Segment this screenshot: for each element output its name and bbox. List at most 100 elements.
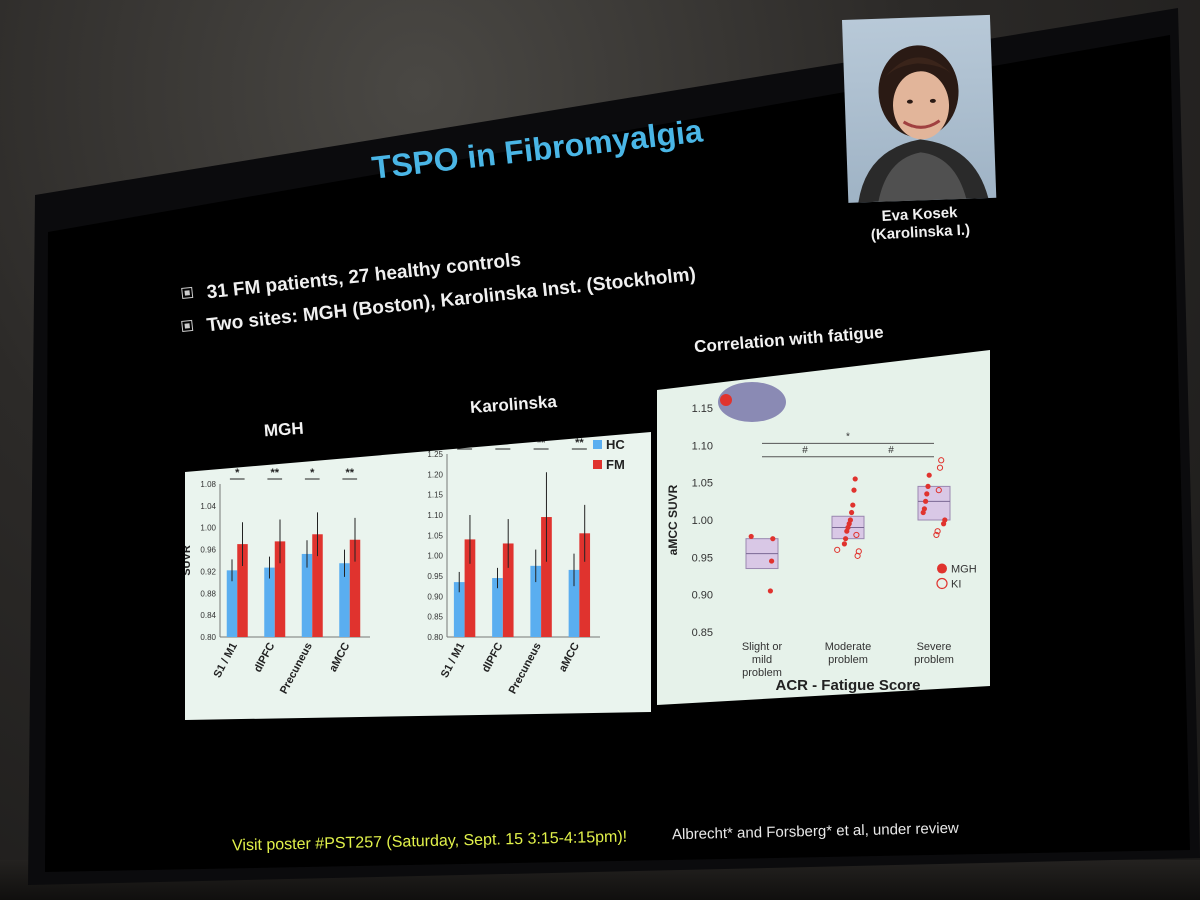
significance-label: ** (460, 437, 469, 449)
bar-fm (274, 541, 286, 637)
bar-hc (339, 563, 350, 637)
data-point-mgh (925, 483, 931, 489)
y-tick-label: 1.00 (692, 515, 713, 527)
y-axis-label: aMCC SUVR (666, 484, 680, 555)
bar-fm (464, 539, 476, 637)
y-tick-label: 1.05 (692, 478, 713, 490)
data-point-ki (834, 546, 841, 553)
x-tick-label: dlPFC (480, 641, 506, 675)
x-tick-label: Moderate (825, 641, 871, 653)
x-tick-label: S1 / M1 (439, 641, 467, 680)
slide-title: TSPO in Fibromyalgia (369, 112, 705, 186)
x-tick-label: problem (742, 667, 782, 679)
bar-fm (502, 543, 514, 637)
x-tick-label: Severe (917, 641, 952, 653)
x-tick-label: Slight or (742, 641, 783, 653)
x-tick-label: Precuneus (507, 641, 544, 696)
data-point-mgh (850, 502, 856, 508)
mgh-chart: 1.08 1.04 1.00 0.96 0.92 0.88 0.84 0.80 SUVR * S1 … (185, 467, 370, 696)
legend-swatch-fm (593, 460, 602, 469)
y-tick-label: 0.85 (427, 613, 443, 622)
x-tick-label: problem (914, 654, 954, 666)
y-tick-label: 1.08 (200, 480, 216, 489)
karolinska-chart: 1.25 1.20 1.15 1.10 1.05 1.00 0.95 0.90 0.85 0.80… (427, 437, 625, 696)
significance-label: * (310, 467, 315, 479)
y-tick-label: 0.84 (200, 611, 216, 620)
x-tick-label: problem (828, 654, 868, 666)
bar-charts: 1.08 1.04 1.00 0.96 0.92 0.88 0.84 0.80 SUVR * S1 … (185, 437, 625, 696)
bar-hc (264, 567, 275, 637)
data-point-ki (935, 487, 942, 494)
bar-hc (530, 565, 542, 637)
data-point-mgh (923, 498, 929, 504)
x-axis-label: ACR - Fatigue Score (775, 677, 920, 694)
data-point-mgh (844, 528, 850, 534)
bar-fm (579, 533, 591, 637)
data-point-mgh (851, 487, 857, 493)
y-tick-label: 1.10 (692, 440, 713, 452)
significance-label: * (235, 467, 240, 479)
comparison-mark: * (846, 431, 850, 442)
data-point-mgh (926, 472, 932, 478)
data-point-ki (853, 531, 860, 539)
bar-fm (237, 544, 248, 637)
significance-label: ** (537, 437, 546, 449)
x-tick-label: Precuneus (278, 641, 315, 696)
y-axis-label: SUVR (185, 545, 193, 576)
y-tick-label: 1.15 (692, 403, 713, 415)
data-point-mgh (770, 536, 776, 542)
scatter-chart-panel: 1.15 1.10 1.05 1.00 0.95 0.90 0.85 aMCC SUVR # # *… (657, 350, 990, 705)
data-point-mgh (767, 588, 773, 594)
y-tick-label: 0.92 (200, 567, 216, 576)
brain-icon (718, 382, 786, 422)
y-tick-label: 0.85 (692, 627, 713, 639)
y-tick-label: 1.15 (427, 491, 443, 500)
chart-title-correlation: Correlation with fatigue (693, 322, 885, 357)
bullet-icon (181, 287, 194, 300)
poster-notice: Visit poster #PST257 (Saturday, Sept. 15… (231, 828, 628, 855)
significance-label: ** (575, 437, 584, 449)
x-tick-label: dlPFC (252, 641, 278, 675)
data-point-mgh (769, 558, 775, 564)
comparison-mark: # (888, 445, 894, 456)
legend-label: FM (606, 457, 625, 472)
data-point-ki (938, 457, 945, 464)
data-point-mgh (849, 509, 855, 516)
data-point-ki (854, 552, 861, 559)
legend-swatch-hc (593, 440, 602, 449)
bullet-icon (181, 320, 194, 333)
bar-fm (312, 534, 323, 637)
legend-label: KI (951, 578, 961, 590)
y-tick-label: 1.05 (427, 531, 443, 540)
scatter-chart: 1.15 1.10 1.05 1.00 0.95 0.90 0.85 aMCC SUVR # # *… (666, 382, 977, 694)
y-tick-label: 0.80 (427, 633, 443, 642)
y-tick-label: 1.00 (427, 552, 443, 561)
bar-chart-panel: 1.08 1.04 1.00 0.96 0.92 0.88 0.84 0.80 SUVR * S1 … (185, 432, 651, 720)
y-tick-label: 0.80 (200, 633, 216, 642)
y-tick-label: 0.88 (200, 589, 216, 598)
significance-label: ** (270, 467, 279, 479)
x-tick-label: S1 / M1 (212, 641, 240, 680)
presenter-caption: Eva Kosek (Karolinska I.) (849, 202, 991, 245)
y-tick-label: 1.04 (200, 502, 216, 511)
legend-label: HC (606, 437, 625, 452)
y-tick-label: 1.10 (427, 511, 443, 520)
data-point-mgh (941, 521, 947, 527)
bar-fm (349, 539, 361, 637)
data-point-ki (933, 531, 940, 539)
bar-fm (541, 517, 552, 637)
data-point-ki (934, 528, 941, 535)
y-tick-label: 0.90 (692, 590, 713, 602)
bar-hc (226, 570, 238, 637)
significance-label: ** (345, 467, 354, 479)
chart-title-mgh: MGH (263, 418, 305, 441)
y-tick-label: 0.95 (692, 552, 713, 564)
legend-swatch-mgh (937, 563, 947, 574)
x-tick-label: mild (752, 654, 772, 666)
bar-hc (301, 553, 313, 637)
data-point-mgh (920, 509, 926, 516)
comparison-mark: # (802, 445, 808, 456)
x-tick-label: aMCC (327, 641, 352, 674)
y-tick-label: 1.25 (427, 450, 443, 459)
y-tick-label: 1.20 (427, 470, 443, 479)
